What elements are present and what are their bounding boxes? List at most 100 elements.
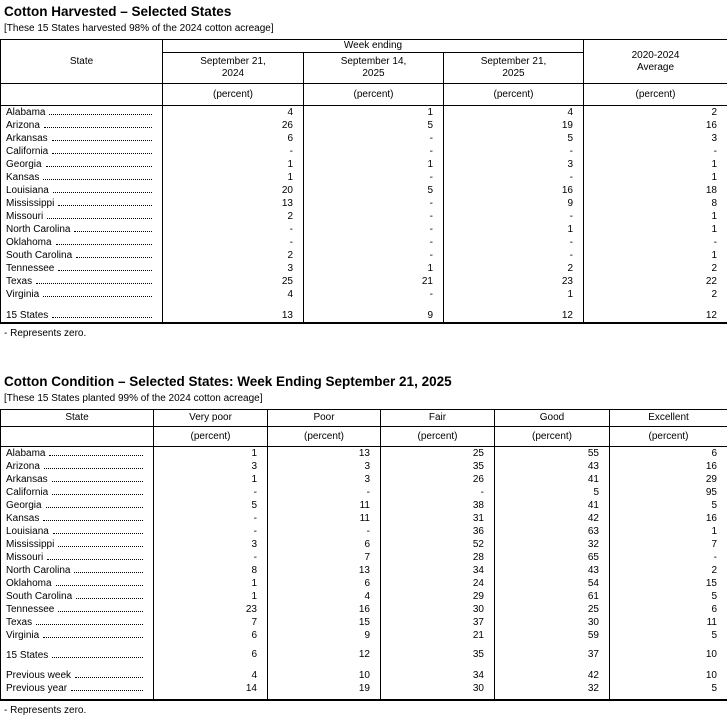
- value-cell: -: [304, 288, 444, 301]
- state-label: Georgia: [6, 159, 42, 171]
- value-cell: -: [444, 171, 584, 184]
- value-cell: 8: [154, 564, 268, 577]
- value-cell: 41: [495, 499, 610, 512]
- state-cell: Kansas: [1, 512, 154, 525]
- value-cell: 41: [495, 473, 610, 486]
- state-label: Texas: [6, 276, 32, 288]
- value-cell: 3: [154, 460, 268, 473]
- state-cell: [1, 301, 163, 309]
- value-cell: 6: [163, 132, 304, 145]
- state-cell: Alabama: [1, 447, 154, 461]
- state-cell: Georgia: [1, 158, 163, 171]
- value-cell: 5: [495, 486, 610, 499]
- value-cell: 3: [584, 132, 727, 145]
- dot-leader: [47, 210, 152, 219]
- value-cell: 1: [610, 525, 727, 538]
- value-cell: [495, 695, 610, 700]
- value-cell: 5: [444, 132, 584, 145]
- dot-leader: [76, 249, 152, 258]
- value-cell: 1: [163, 171, 304, 184]
- value-cell: -: [163, 145, 304, 158]
- state-label: Louisiana: [6, 526, 49, 538]
- value-cell: 13: [163, 197, 304, 210]
- state-cell: Tennessee: [1, 603, 154, 616]
- state-label: Missouri: [6, 211, 43, 223]
- dot-leader: [36, 616, 143, 625]
- state-cell: California: [1, 145, 163, 158]
- value-cell: 5: [610, 590, 727, 603]
- value-cell: 7: [610, 538, 727, 551]
- state-cell: 15 States: [1, 648, 154, 662]
- date-column-header: September 21, 2024: [163, 53, 304, 84]
- value-cell: [495, 662, 610, 669]
- value-cell: 19: [444, 119, 584, 132]
- unit-cell: (percent): [444, 84, 584, 106]
- state-label: Missouri: [6, 552, 43, 564]
- state-cell: Arizona: [1, 460, 154, 473]
- dot-leader: [36, 275, 152, 284]
- state-label: Kansas: [6, 172, 39, 184]
- harvested-footnote: - Represents zero.: [4, 328, 727, 340]
- value-cell: 9: [268, 629, 381, 642]
- header-group-row: State Week ending 2020-2024 Average: [1, 40, 727, 53]
- state-cell: Virginia: [1, 629, 154, 642]
- value-cell: 1: [154, 590, 268, 603]
- state-cell: [1, 695, 154, 700]
- unit-cell: (percent): [610, 427, 727, 447]
- value-cell: 18: [584, 184, 727, 197]
- value-cell: 2: [584, 106, 727, 120]
- dot-leader: [52, 309, 152, 318]
- state-label: Previous year: [6, 683, 67, 695]
- value-cell: 2: [584, 262, 727, 275]
- value-cell: [381, 662, 495, 669]
- value-cell: 1: [584, 158, 727, 171]
- value-cell: 29: [610, 473, 727, 486]
- state-cell: North Carolina: [1, 564, 154, 577]
- value-cell: 37: [381, 616, 495, 629]
- value-cell: 14: [154, 682, 268, 695]
- section-gap: [0, 340, 727, 370]
- value-cell: 5: [610, 629, 727, 642]
- value-cell: 21: [304, 275, 444, 288]
- value-cell: 25: [495, 603, 610, 616]
- value-cell: 7: [154, 616, 268, 629]
- state-label: California: [6, 146, 48, 158]
- value-cell: 5: [304, 184, 444, 197]
- category-column-header: Very poor: [154, 410, 268, 427]
- dot-leader: [44, 460, 143, 469]
- dot-leader: [53, 525, 143, 534]
- state-label: 15 States: [6, 650, 48, 662]
- date-column-header: September 14, 2025: [304, 53, 444, 84]
- state-cell: Texas: [1, 616, 154, 629]
- value-cell: 42: [495, 669, 610, 682]
- value-cell: 63: [495, 525, 610, 538]
- value-cell: 35: [381, 648, 495, 662]
- dot-leader: [74, 564, 143, 573]
- value-cell: 4: [163, 106, 304, 120]
- value-cell: 6: [154, 629, 268, 642]
- condition-table-header: State Very poor Poor Fair Good Excellent…: [1, 410, 727, 447]
- state-label: Louisiana: [6, 185, 49, 197]
- value-cell: 54: [495, 577, 610, 590]
- state-label: Previous week: [6, 670, 71, 682]
- value-cell: 15: [610, 577, 727, 590]
- value-cell: 5: [154, 499, 268, 512]
- value-cell: -: [154, 486, 268, 499]
- dot-leader: [52, 132, 152, 141]
- state-cell: Georgia: [1, 499, 154, 512]
- state-label: Virginia: [6, 289, 39, 301]
